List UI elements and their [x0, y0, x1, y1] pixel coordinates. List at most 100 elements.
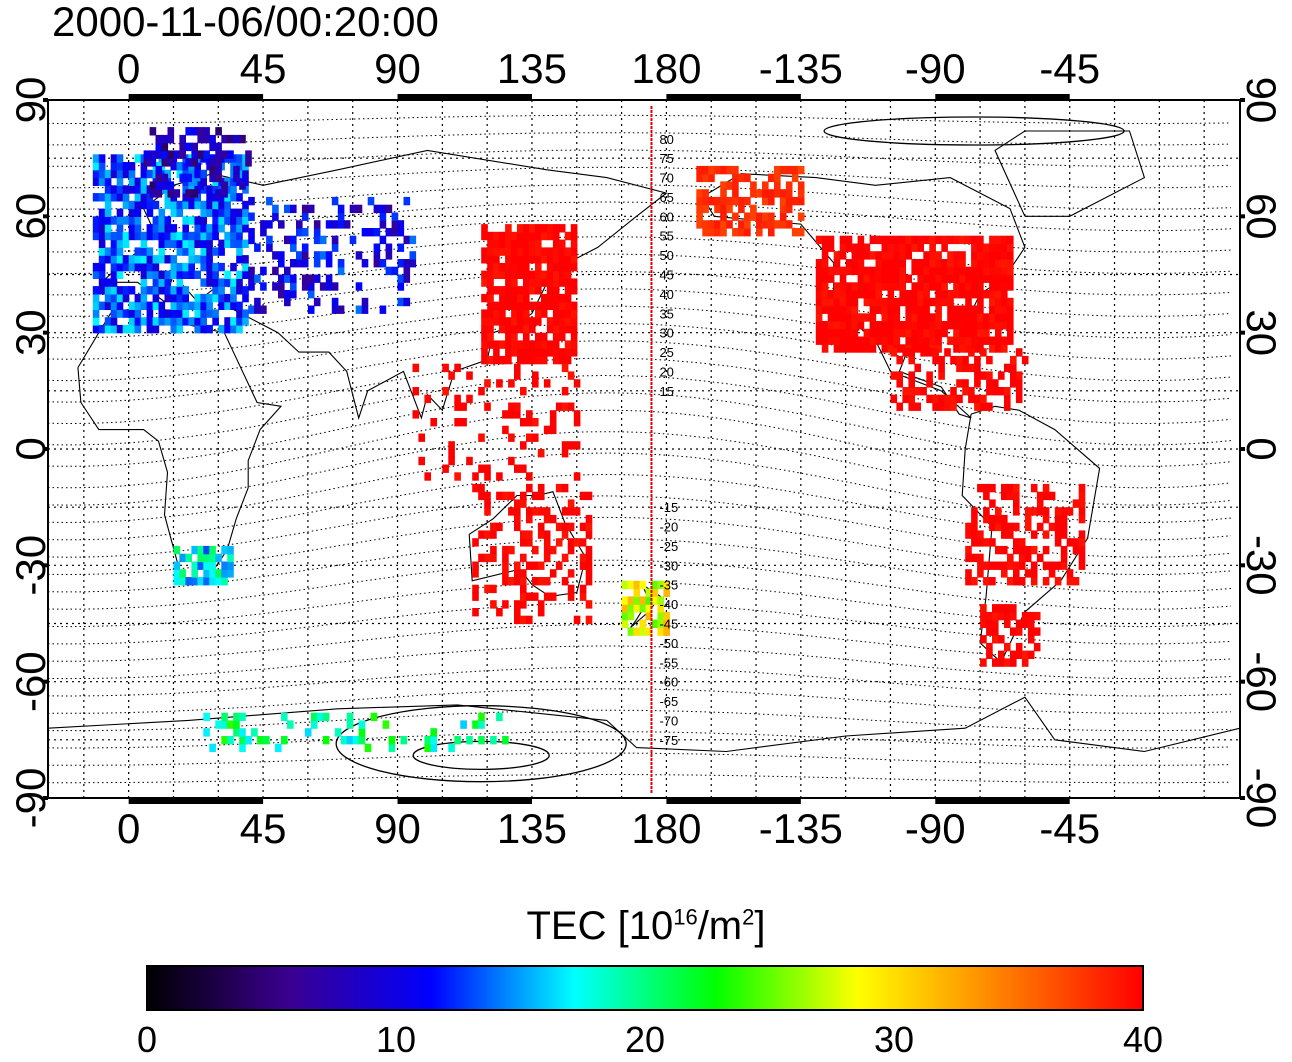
mag-lat-contour [47, 322, 1232, 382]
tec-cell [517, 255, 524, 264]
tec-cell [532, 418, 539, 427]
tec-cell [182, 286, 189, 295]
tec-cell [1078, 514, 1086, 524]
tec-cell [1013, 507, 1020, 516]
tec-cell [167, 150, 175, 159]
tec-cell [412, 387, 420, 396]
tec-cell [110, 255, 118, 264]
tec-cell [481, 355, 488, 365]
tec-cell [959, 259, 966, 268]
tec-cell [493, 301, 500, 310]
tec-cell [1042, 561, 1050, 570]
tec-cell [242, 255, 249, 264]
tec-cell [146, 200, 154, 210]
tec-cell [887, 243, 895, 252]
tec-cell [526, 514, 533, 524]
tec-cell [517, 270, 524, 279]
tec-cell [385, 251, 393, 260]
tec-cell [651, 619, 659, 628]
tec-cell [561, 483, 569, 493]
border-segment [666, 94, 801, 99]
tec-cell [325, 259, 333, 268]
tec-cell [275, 743, 282, 753]
tec-cell [971, 577, 978, 586]
tec-cell [1036, 553, 1044, 563]
tec-cell [296, 228, 303, 237]
tec-cell [164, 231, 172, 241]
tec-cell [573, 379, 581, 388]
tec-cell [564, 301, 572, 310]
tec-cell [230, 185, 237, 194]
tec-cell [833, 321, 841, 330]
tec-cell [902, 387, 909, 396]
tec-cell [194, 293, 201, 303]
tec-cell [529, 286, 536, 295]
tec-cell [989, 538, 996, 547]
tec-cell [657, 619, 664, 628]
tec-cell [821, 266, 829, 276]
tec-cell [248, 266, 255, 276]
tec-cell [929, 243, 936, 252]
tec-cell [561, 402, 569, 411]
tec-cell [236, 216, 243, 225]
tec-cell [543, 379, 551, 388]
tec-cell [558, 293, 566, 303]
tec-cell [242, 200, 249, 210]
tec-cell [281, 736, 288, 745]
tec-cell [134, 231, 142, 241]
tec-cell [526, 483, 533, 493]
tec-cell [845, 297, 853, 307]
tec-cell [104, 169, 112, 179]
x-tick-label: -135 [759, 805, 843, 852]
tec-cell [92, 286, 100, 295]
tec-cell [869, 336, 877, 345]
tec-cell [134, 208, 142, 217]
tec-cell [543, 530, 551, 539]
tec-cell [1001, 530, 1008, 539]
tec-cell [110, 270, 118, 279]
tec-cell [947, 305, 954, 314]
tec-cell [585, 615, 593, 625]
tec-cell [944, 402, 951, 411]
tec-cell [98, 216, 106, 225]
tec-cell [290, 282, 297, 291]
tec-cell [511, 255, 518, 264]
tec-cell [520, 441, 527, 450]
tec-cell [493, 340, 500, 349]
colorbar-tick-label: 30 [874, 1019, 914, 1057]
tec-cell [403, 266, 411, 276]
tec-cell [352, 736, 360, 745]
tec-cell [499, 355, 506, 365]
tec-cell [708, 165, 715, 175]
tec-cell [887, 274, 895, 283]
tec-cell [1001, 297, 1008, 307]
tec-cell [116, 301, 124, 310]
tec-cell [92, 309, 100, 318]
x-tick-label: 90 [374, 805, 421, 852]
tec-cell [200, 239, 207, 248]
tec-cell [98, 208, 106, 217]
tec-cell [155, 181, 163, 190]
tec-cell [785, 204, 793, 214]
tec-cell [959, 251, 966, 260]
tec-cell [552, 231, 560, 241]
tec-cell [956, 394, 963, 404]
meridian-label: 40 [659, 287, 673, 302]
tec-cell [98, 286, 106, 295]
tec-region-patagonia [980, 604, 1041, 667]
y-tick-mark [1240, 796, 1245, 800]
mag-lat-contour [47, 409, 1232, 489]
tec-cell [424, 472, 431, 481]
tec-cell [481, 348, 488, 357]
tec-cell [499, 247, 506, 256]
x-tick-label: 0 [117, 45, 140, 92]
tec-cell [182, 270, 189, 279]
tec-cell [1015, 394, 1023, 404]
tec-cell [543, 592, 551, 601]
tec-cell [947, 266, 954, 276]
tec-cell [546, 348, 554, 357]
tec-cell [233, 728, 240, 737]
tec-cell [543, 577, 551, 586]
tec-cell [358, 736, 366, 745]
tec-cell [122, 200, 130, 210]
